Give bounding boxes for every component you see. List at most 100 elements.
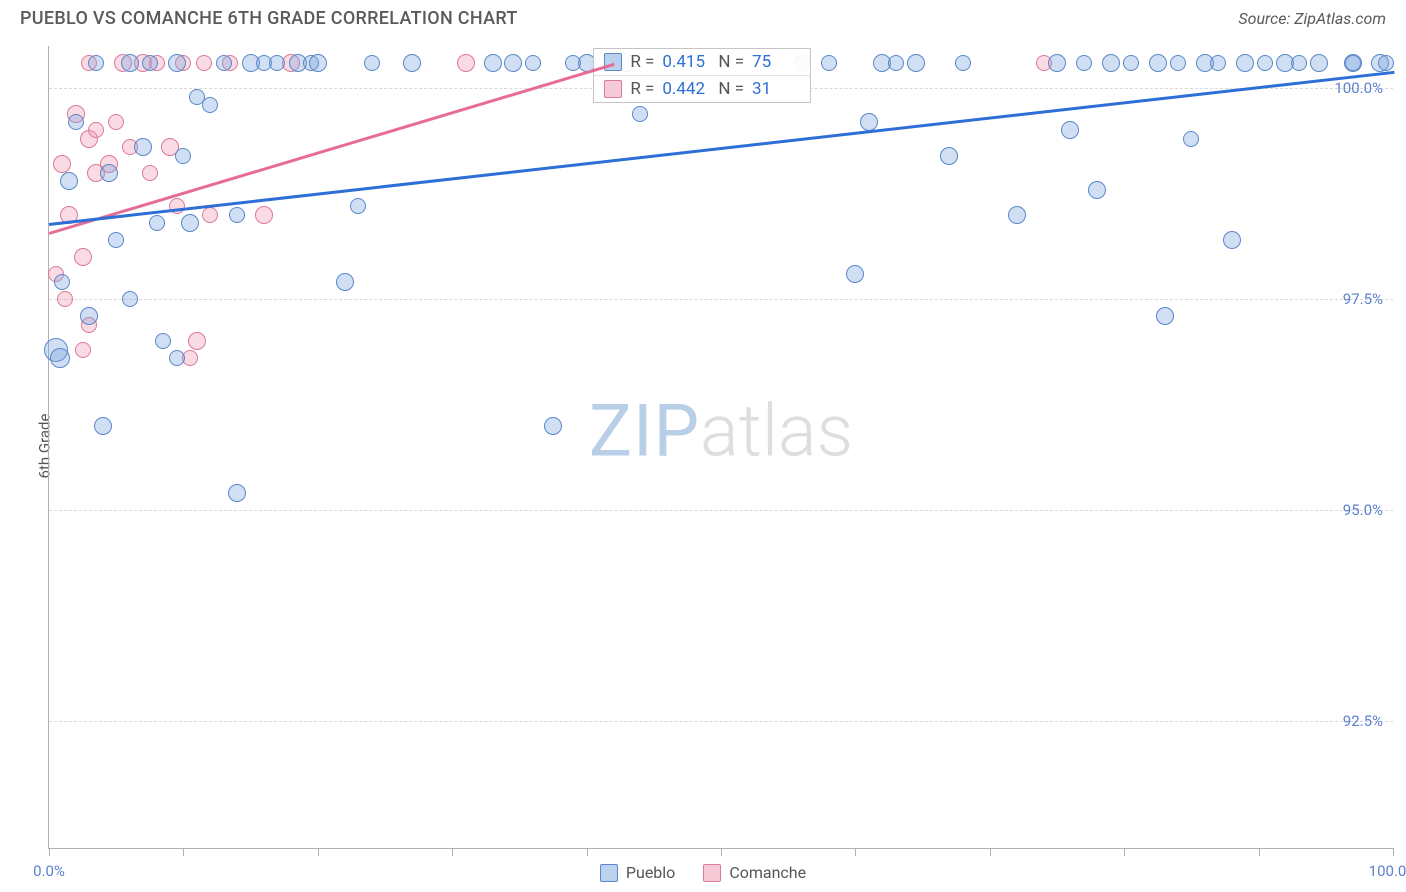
stat-r-value: 0.415 [662,52,710,72]
data-point-pueblo [364,55,380,71]
data-point-pueblo [155,333,171,349]
data-point-pueblo [1378,55,1394,71]
data-point-pueblo [269,55,285,71]
data-point-pueblo [907,54,925,72]
legend-item-pueblo: Pueblo [600,863,675,882]
data-point-pueblo [1170,55,1186,71]
data-point-pueblo [955,55,971,71]
data-point-pueblo [68,114,84,130]
data-point-comanche [255,206,273,224]
data-point-pueblo [168,54,186,72]
data-point-pueblo [1183,131,1199,147]
data-point-pueblo [169,350,185,366]
watermark: ZIPatlas [589,388,853,473]
data-point-pueblo [181,214,199,232]
y-tick-label: 92.5% [1343,712,1383,730]
stat-n-value: 31 [752,79,800,99]
x-tick [587,848,588,856]
x-tick [855,848,856,856]
x-tick [452,848,453,856]
data-point-pueblo [94,417,112,435]
x-tick [1259,848,1260,856]
data-point-pueblo [134,138,152,156]
x-tick [1124,848,1125,856]
swatch-icon [604,80,622,98]
data-point-comanche [53,155,71,173]
data-point-pueblo [1223,231,1241,249]
stat-label: N = [718,79,744,99]
swatch-icon [703,864,721,882]
legend-item-comanche: Comanche [703,863,806,882]
stats-box: R = 0.415 N = 75 R = 0.442 N = 31 [593,48,811,103]
chart-title: PUEBLO VS COMANCHE 6TH GRADE CORRELATION… [20,8,518,29]
watermark-atlas: atlas [700,388,853,473]
stats-row-comanche: R = 0.442 N = 31 [594,76,810,102]
data-point-pueblo [149,215,165,231]
stat-label: N = [718,52,744,72]
stat-label: R = [630,79,654,99]
data-point-pueblo [60,172,78,190]
x-tick [183,848,184,856]
gridline [49,721,1393,722]
data-point-comanche [57,291,73,307]
data-point-comanche [74,248,92,266]
data-point-pueblo [54,274,70,290]
scatter-plot: ZIPatlas 92.5%95.0%97.5%100.0%0.0%100.0%… [48,46,1393,849]
data-point-pueblo [544,417,562,435]
data-point-pueblo [1210,55,1226,71]
data-point-pueblo [108,232,124,248]
data-point-pueblo [1061,121,1079,139]
data-point-pueblo [525,55,541,71]
data-point-pueblo [1344,54,1362,72]
data-point-pueblo [122,291,138,307]
data-point-pueblo [100,164,118,182]
source-label: Source: ZipAtlas.com [1238,9,1386,28]
data-point-comanche [142,165,158,181]
data-point-pueblo [1149,54,1167,72]
data-point-pueblo [860,113,878,131]
data-point-pueblo [88,55,104,71]
data-point-pueblo [1236,54,1254,72]
x-tick [1393,848,1394,856]
data-point-pueblo [1123,55,1139,71]
legend-label: Pueblo [626,863,675,882]
data-point-pueblo [142,55,158,71]
data-point-pueblo [1156,307,1174,325]
data-point-pueblo [309,54,327,72]
legend: Pueblo Comanche [0,863,1406,882]
data-point-pueblo [403,54,421,72]
data-point-pueblo [484,54,502,72]
data-point-pueblo [632,106,648,122]
x-tick [49,848,50,856]
data-point-pueblo [1310,54,1328,72]
data-point-pueblo [1048,54,1066,72]
data-point-pueblo [940,147,958,165]
data-point-pueblo [80,307,98,325]
data-point-comanche [188,332,206,350]
y-tick-label: 95.0% [1343,501,1383,519]
data-point-pueblo [336,273,354,291]
watermark-zip: ZIP [589,388,700,473]
data-point-pueblo [1291,55,1307,71]
data-point-pueblo [216,55,232,71]
data-point-pueblo [1257,55,1273,71]
data-point-comanche [88,122,104,138]
data-point-pueblo [229,207,245,223]
data-point-comanche [457,54,475,72]
data-point-comanche [108,114,124,130]
data-point-pueblo [846,265,864,283]
data-point-pueblo [1008,206,1026,224]
stat-label: R = [630,52,654,72]
data-point-pueblo [504,54,522,72]
stat-n-value: 75 [752,52,800,72]
data-point-comanche [75,342,91,358]
data-point-pueblo [888,55,904,71]
stat-r-value: 0.442 [662,79,710,99]
x-tick [318,848,319,856]
data-point-pueblo [1102,54,1120,72]
data-point-pueblo [821,55,837,71]
data-point-pueblo [1076,55,1092,71]
data-point-pueblo [1088,181,1106,199]
x-tick [990,848,991,856]
stats-row-pueblo: R = 0.415 N = 75 [594,49,810,76]
